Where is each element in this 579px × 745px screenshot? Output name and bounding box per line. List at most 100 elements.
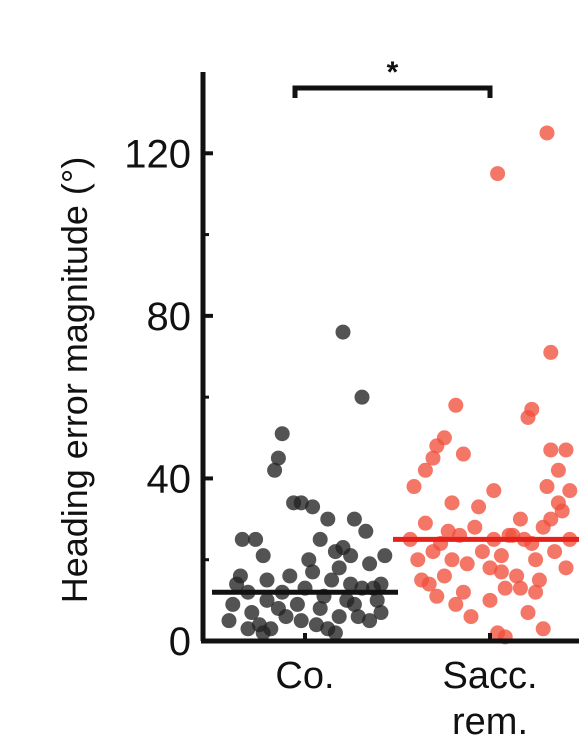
data-point — [305, 499, 321, 515]
data-point — [221, 613, 237, 629]
data-point — [234, 531, 250, 547]
data-point — [562, 483, 578, 499]
data-point — [535, 621, 551, 637]
significance-bracket: * — [292, 56, 493, 98]
data-point — [327, 544, 343, 560]
data-point — [550, 462, 566, 478]
data-point — [301, 552, 317, 568]
data-point — [497, 580, 513, 596]
data-point — [471, 499, 487, 515]
data-point — [528, 552, 544, 568]
data-point — [282, 568, 298, 584]
data-point — [448, 596, 464, 612]
data-point — [346, 511, 362, 527]
data-point — [270, 600, 286, 616]
data-point — [369, 592, 385, 608]
data-point — [543, 344, 559, 360]
data-point — [331, 560, 347, 576]
data-point — [255, 625, 271, 641]
data-point — [308, 617, 324, 633]
data-point — [448, 397, 464, 413]
data-point — [358, 523, 374, 539]
data-point — [289, 596, 305, 612]
x-category-label: rem. — [452, 701, 528, 743]
data-point — [520, 605, 536, 621]
data-point — [312, 600, 328, 616]
data-point — [512, 580, 528, 596]
y-tick-label: 80 — [147, 295, 192, 339]
data-point — [362, 613, 378, 629]
axes: 0 40 80 120 Co. Sacc.rem. — [124, 72, 579, 743]
data-point — [512, 511, 528, 527]
data-point — [474, 544, 490, 560]
data-point — [354, 389, 370, 405]
data-point — [293, 495, 309, 511]
data-point — [417, 462, 433, 478]
data-point — [343, 576, 359, 592]
y-tick-label: 0 — [169, 620, 191, 664]
x-category-label: Sacc. — [442, 655, 537, 697]
data-point — [486, 483, 502, 499]
data-point — [293, 613, 309, 629]
data-point — [267, 462, 283, 478]
data-point — [455, 446, 471, 462]
data-point — [440, 523, 456, 539]
data-point — [528, 584, 544, 600]
data-point — [324, 572, 340, 588]
data-point — [482, 560, 498, 576]
data-point — [346, 596, 362, 612]
y-tick-label: 40 — [147, 457, 192, 501]
data-point — [493, 564, 509, 580]
data-point — [425, 450, 441, 466]
data-point — [259, 592, 275, 608]
data-point — [444, 552, 460, 568]
means-layer — [212, 536, 579, 595]
data-point — [539, 479, 555, 495]
data-point — [558, 442, 574, 458]
data-point — [373, 576, 389, 592]
data-point — [305, 564, 321, 580]
points-layer — [221, 125, 578, 645]
data-point — [547, 544, 563, 560]
data-point — [467, 519, 483, 535]
data-point — [429, 588, 445, 604]
data-point — [270, 450, 286, 466]
data-point — [436, 430, 452, 446]
data-point — [543, 442, 559, 458]
data-point — [240, 621, 256, 637]
data-point — [406, 479, 422, 495]
data-point — [259, 572, 275, 588]
data-point — [225, 596, 241, 612]
data-point — [350, 609, 366, 625]
data-point — [320, 511, 336, 527]
data-point — [493, 548, 509, 564]
data-point — [444, 495, 460, 511]
data-point — [463, 609, 479, 625]
y-tick-label: 120 — [124, 132, 191, 176]
data-point — [362, 556, 378, 572]
data-point — [274, 426, 290, 442]
data-point — [248, 531, 264, 547]
data-point — [410, 552, 426, 568]
data-point — [524, 401, 540, 417]
y-axis-label: Heading error magnitude (°) — [54, 157, 95, 604]
data-point — [421, 576, 437, 592]
data-point — [550, 495, 566, 511]
data-point — [343, 548, 359, 564]
data-point — [482, 592, 498, 608]
data-point — [312, 531, 328, 547]
data-point — [320, 621, 336, 637]
x-category-label: Co. — [275, 655, 334, 697]
data-point — [455, 584, 471, 600]
data-point — [232, 568, 248, 584]
significance-star: * — [387, 56, 399, 89]
data-point — [490, 166, 506, 182]
data-point — [244, 605, 260, 621]
data-point — [531, 572, 547, 588]
data-point — [255, 548, 271, 564]
data-point — [335, 324, 351, 340]
data-point — [459, 556, 475, 572]
data-point — [509, 568, 525, 584]
data-point — [417, 515, 433, 531]
